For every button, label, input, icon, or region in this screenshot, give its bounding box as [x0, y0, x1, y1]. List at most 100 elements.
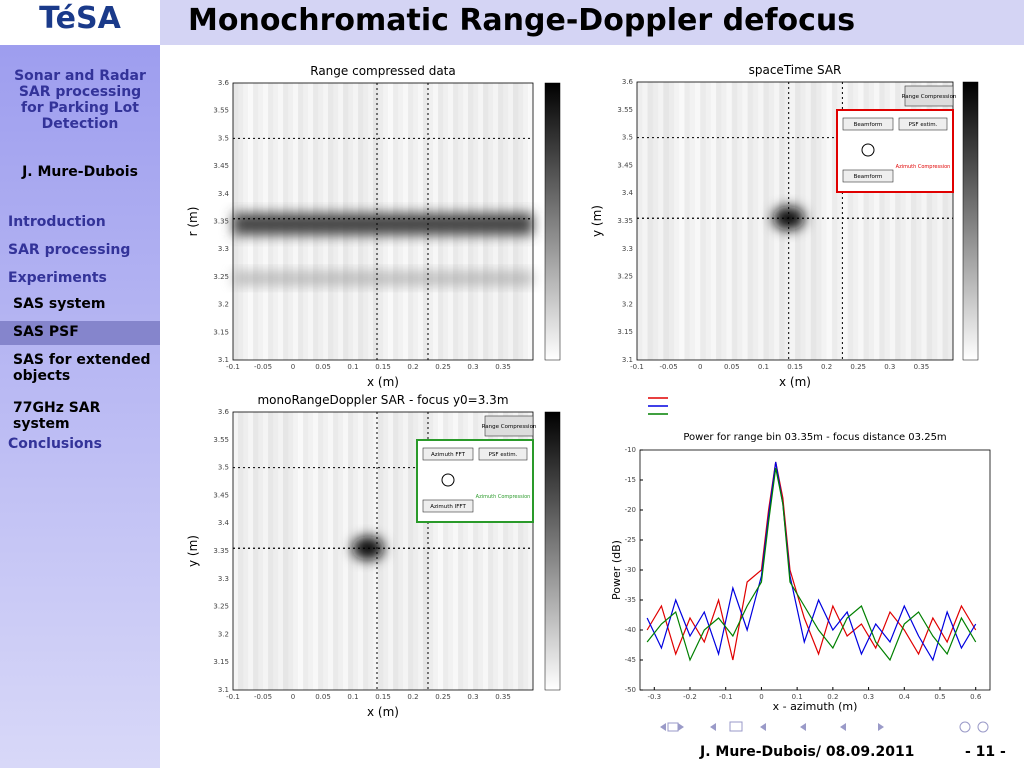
stripe: [826, 82, 833, 360]
y-tick-label: -20: [625, 506, 636, 514]
stripe: [403, 412, 409, 690]
stripe: [383, 412, 389, 690]
stripe: [758, 82, 764, 360]
x-tick-label: -0.3: [647, 693, 661, 701]
y-axis-label: r (m): [186, 207, 200, 237]
y-tick-label: 3.45: [213, 491, 229, 499]
stripe: [895, 82, 901, 360]
stripe: [658, 82, 664, 360]
x-axis-label: x (m): [779, 375, 811, 389]
stripe: [418, 412, 424, 690]
stripe: [884, 82, 891, 360]
x-tick-label: 0.15: [375, 363, 391, 371]
stripe: [473, 412, 479, 690]
stripe: [268, 412, 274, 690]
stripe: [408, 412, 414, 690]
y-tick-label: 3.4: [622, 189, 634, 197]
y-tick-label: 3.3: [218, 245, 229, 253]
y-tick-label: -15: [625, 476, 636, 484]
diagram-node: [478, 447, 528, 461]
x-tick-label: 0.2: [821, 363, 832, 371]
stripe: [937, 82, 943, 360]
diagram-label: Azimuth Compression: [896, 164, 951, 170]
stripe: [308, 412, 314, 690]
y-tick-label: 3.4: [218, 190, 230, 198]
y-tick-label: 3.15: [213, 658, 229, 666]
y-tick-label: 3.1: [218, 686, 229, 694]
diagram-label: Range Compression: [902, 94, 957, 100]
diagram-label: PSF estim.: [909, 122, 938, 128]
y-tick-label: 3.2: [218, 630, 229, 638]
stripe: [705, 82, 712, 360]
stripe: [298, 412, 304, 690]
nav-symbols: [660, 721, 989, 733]
stripe: [931, 82, 938, 360]
stripe: [921, 82, 928, 360]
diagram-node: [484, 415, 534, 437]
x-tick-label: 0: [698, 363, 702, 371]
y-tick-label: 3.25: [213, 273, 229, 281]
stripe: [673, 82, 680, 360]
stripe: [926, 82, 933, 360]
figure-title: spaceTime SAR: [749, 63, 842, 77]
plot-frame: [232, 411, 534, 691]
x-tick-label: -0.05: [660, 363, 678, 371]
y-tick-label: -25: [625, 536, 636, 544]
stripe: [243, 412, 249, 690]
stripe: [328, 412, 334, 690]
stripe: [747, 82, 754, 360]
stripe: [498, 412, 504, 690]
chart-title: Power for range bin 03.35m - focus dista…: [683, 432, 946, 443]
stripe: [652, 82, 659, 360]
stripe: [858, 82, 864, 360]
stripe: [513, 412, 519, 690]
stripe: [453, 412, 459, 690]
slide-title: Monochromatic Range-Doppler defocus: [160, 0, 1024, 45]
x-tick-label: 0: [291, 693, 295, 701]
x-tick-label: 0.35: [495, 363, 511, 371]
diagram-mixer: [441, 473, 455, 487]
x-tick-label: 0.25: [435, 693, 451, 701]
stripe: [726, 82, 733, 360]
diagram-label: Beamform: [854, 174, 883, 180]
footer-author: J. Mure-Dubois/ 08.09.2011: [700, 744, 915, 760]
stripe: [503, 412, 509, 690]
stripe: [947, 82, 954, 360]
stripe: [288, 412, 294, 690]
x-tick-label: 0.05: [315, 693, 331, 701]
x-tick-label: -0.2: [683, 693, 697, 701]
y-axis-label: Power (dB): [610, 540, 623, 600]
y-tick-label: 3.35: [213, 218, 229, 226]
stripe: [647, 82, 654, 360]
stripe: [810, 82, 817, 360]
x-tick-label: 0.4: [899, 693, 911, 701]
diagram-node: [422, 499, 474, 513]
x-axis-label: x (m): [367, 705, 399, 719]
stripe: [438, 412, 444, 690]
x-tick-label: -0.1: [630, 363, 644, 371]
x-tick-label: 0.2: [407, 693, 418, 701]
x-tick-label: 0: [291, 363, 295, 371]
series-line: [646, 467, 977, 662]
stripe: [428, 412, 434, 690]
stripe: [248, 412, 254, 690]
stripe: [303, 412, 309, 690]
section-link: SAR processing: [8, 242, 131, 258]
y-tick-label: 3.35: [617, 217, 633, 225]
x-tick-label: 0.25: [850, 363, 866, 371]
stripe: [905, 82, 912, 360]
y-tick-label: 3.6: [218, 79, 230, 87]
stripe: [278, 412, 284, 690]
stripe: [443, 412, 449, 690]
stripe: [293, 412, 299, 690]
y-tick-label: 3.35: [213, 547, 229, 555]
x-tick-label: 0.05: [315, 363, 331, 371]
stripe: [874, 82, 880, 360]
x-tick-label: 0.1: [347, 363, 358, 371]
x-tick-label: 0.15: [375, 693, 391, 701]
section-link: Conclusions: [8, 436, 102, 452]
stripe: [483, 412, 489, 690]
stripe: [900, 82, 907, 360]
stripe: [663, 82, 670, 360]
stripe: [868, 82, 875, 360]
